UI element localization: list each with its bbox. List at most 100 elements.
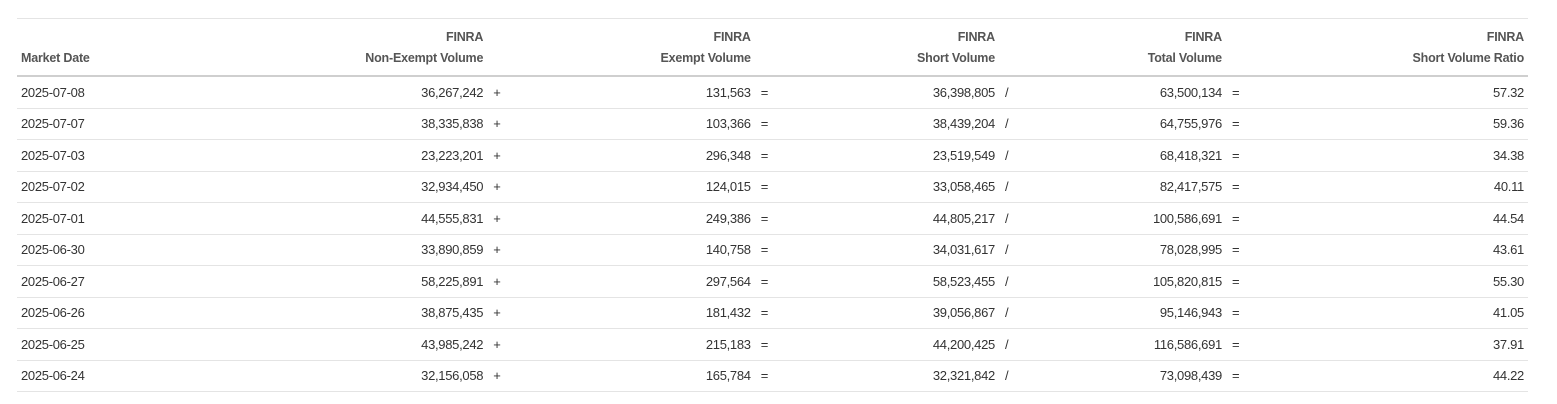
- header-non-exempt-top: FINRA: [446, 30, 484, 44]
- cell-market-date: 2025-06-24: [21, 368, 85, 384]
- cell-short-volume-ratio: 57.32: [1492, 84, 1524, 100]
- cell-short-volume-ratio: 43.61: [1492, 242, 1524, 258]
- operator-plus: +: [493, 336, 501, 352]
- operator-equals: =: [760, 305, 769, 321]
- cell-exempt-volume: 296,348: [705, 147, 751, 163]
- table-body: 2025-07-08 36,267,242 +131,563 = 36,398,805 /…: [17, 76, 1528, 392]
- table-row: 2025-07-08 36,267,242 +131,563 = 36,398,805 /…: [17, 76, 1528, 108]
- cell-short-volume-ratio: 34.38: [1492, 147, 1524, 163]
- header-non-exempt-bottom: Non-Exempt Volume: [365, 51, 484, 65]
- cell-short-volume: 33,058,465: [932, 179, 995, 195]
- header-short-volume[interactable]: FINRA Short Volume: [785, 19, 999, 77]
- operator-equals: =: [1231, 336, 1240, 352]
- header-ratio-bottom: Short Volume Ratio: [1412, 51, 1525, 65]
- operator-divide: /: [1004, 84, 1009, 100]
- header-exempt-volume[interactable]: FINRA Exempt Volume: [518, 19, 755, 77]
- cell-non-exempt-volume: 38,335,838: [421, 116, 484, 132]
- operator-equals: =: [760, 116, 769, 132]
- table-row: 2025-06-30 33,890,859 +140,758 = 34,031,617 /…: [17, 234, 1528, 266]
- operator-divide: /: [1004, 273, 1009, 289]
- cell-exempt-volume: 249,386: [705, 210, 751, 226]
- operator-equals: =: [1231, 179, 1240, 195]
- operator-equals: =: [1231, 147, 1240, 163]
- cell-non-exempt-volume: 36,267,242: [421, 84, 484, 100]
- header-market-date-label: Market Date: [21, 51, 90, 65]
- operator-equals: =: [1231, 368, 1240, 384]
- operator-equals: =: [1231, 84, 1240, 100]
- cell-short-volume-ratio: 37.91: [1492, 336, 1524, 352]
- cell-market-date: 2025-07-01: [21, 210, 85, 226]
- table-row: 2025-06-25 43,985,242 +215,183 = 44,200,425 /…: [17, 329, 1528, 360]
- header-non-exempt-volume[interactable]: FINRA Non-Exempt Volume: [194, 19, 487, 77]
- cell-exempt-volume: 124,015: [705, 179, 751, 195]
- cell-market-date: 2025-06-25: [21, 336, 85, 352]
- table-row: 2025-06-24 32,156,058 +165,784 = 32,321,842 /…: [17, 360, 1528, 392]
- header-row: Market Date FINRA Non-Exempt Volume FINR…: [17, 18, 1528, 77]
- header-short-volume-ratio[interactable]: FINRA Short Volume Ratio: [1256, 19, 1528, 77]
- header-short-bottom: Short Volume: [917, 51, 995, 65]
- operator-plus: +: [493, 305, 501, 321]
- cell-short-volume-ratio: 44.54: [1492, 210, 1524, 226]
- header-total-volume[interactable]: FINRA Total Volume: [1029, 19, 1226, 77]
- cell-total-volume: 100,586,691: [1152, 210, 1222, 226]
- cell-short-volume: 44,805,217: [932, 210, 995, 226]
- header-market-date[interactable]: Market Date: [17, 19, 194, 77]
- cell-exempt-volume: 165,784: [705, 368, 751, 384]
- cell-short-volume-ratio: 59.36: [1492, 116, 1524, 132]
- operator-equals: =: [760, 84, 769, 100]
- header-spacer: [999, 19, 1029, 77]
- operator-divide: /: [1004, 147, 1009, 163]
- header-spacer: [755, 19, 785, 77]
- operator-plus: +: [493, 116, 501, 132]
- cell-non-exempt-volume: 32,934,450: [421, 179, 484, 195]
- cell-total-volume: 63,500,134: [1159, 84, 1222, 100]
- cell-short-volume-ratio: 41.05: [1492, 305, 1524, 321]
- cell-short-volume: 38,439,204: [932, 116, 995, 132]
- header-total-bottom: Total Volume: [1147, 51, 1222, 65]
- header-exempt-bottom: Exempt Volume: [660, 51, 751, 65]
- cell-non-exempt-volume: 32,156,058: [421, 368, 484, 384]
- cell-total-volume: 78,028,995: [1159, 242, 1222, 258]
- cell-total-volume: 95,146,943: [1159, 305, 1222, 321]
- cell-market-date: 2025-06-26: [21, 305, 85, 321]
- operator-equals: =: [1231, 305, 1240, 321]
- operator-plus: +: [493, 179, 501, 195]
- header-ratio-top: FINRA: [1486, 30, 1524, 44]
- operator-equals: =: [1231, 273, 1240, 289]
- cell-short-volume: 44,200,425: [932, 336, 995, 352]
- cell-short-volume: 36,398,805: [932, 84, 995, 100]
- cell-non-exempt-volume: 33,890,859: [421, 242, 484, 258]
- cell-market-date: 2025-07-08: [21, 84, 85, 100]
- table-row: 2025-07-01 44,555,831 +249,386 = 44,805,217 /…: [17, 203, 1528, 234]
- cell-short-volume: 39,056,867: [932, 305, 995, 321]
- operator-equals: =: [760, 242, 769, 258]
- operator-equals: =: [760, 368, 769, 384]
- cell-total-volume: 105,820,815: [1152, 273, 1222, 289]
- cell-short-volume: 23,519,549: [932, 147, 995, 163]
- cell-total-volume: 64,755,976: [1159, 116, 1222, 132]
- header-total-top: FINRA: [1184, 30, 1222, 44]
- cell-total-volume: 68,418,321: [1159, 147, 1222, 163]
- cell-market-date: 2025-07-07: [21, 116, 85, 132]
- cell-non-exempt-volume: 43,985,242: [421, 336, 484, 352]
- operator-plus: +: [493, 147, 501, 163]
- operator-equals: =: [760, 147, 769, 163]
- operator-plus: +: [493, 273, 501, 289]
- table-row: 2025-07-03 23,223,201 +296,348 = 23,519,549 /…: [17, 140, 1528, 171]
- operator-equals: =: [1231, 242, 1240, 258]
- operator-equals: =: [760, 179, 769, 195]
- cell-short-volume: 34,031,617: [932, 242, 995, 258]
- header-exempt-top: FINRA: [713, 30, 751, 44]
- cell-exempt-volume: 131,563: [705, 84, 751, 100]
- operator-divide: /: [1004, 210, 1009, 226]
- operator-divide: /: [1004, 305, 1009, 321]
- cell-non-exempt-volume: 58,225,891: [421, 273, 484, 289]
- operator-divide: /: [1004, 179, 1009, 195]
- cell-non-exempt-volume: 23,223,201: [421, 147, 484, 163]
- cell-exempt-volume: 103,366: [705, 116, 751, 132]
- table-header: Market Date FINRA Non-Exempt Volume FINR…: [17, 18, 1528, 77]
- operator-equals: =: [1231, 210, 1240, 226]
- operator-equals: =: [760, 273, 769, 289]
- header-spacer: [1226, 19, 1256, 77]
- table-row: 2025-06-27 58,225,891 +297,564 = 58,523,455 /…: [17, 266, 1528, 297]
